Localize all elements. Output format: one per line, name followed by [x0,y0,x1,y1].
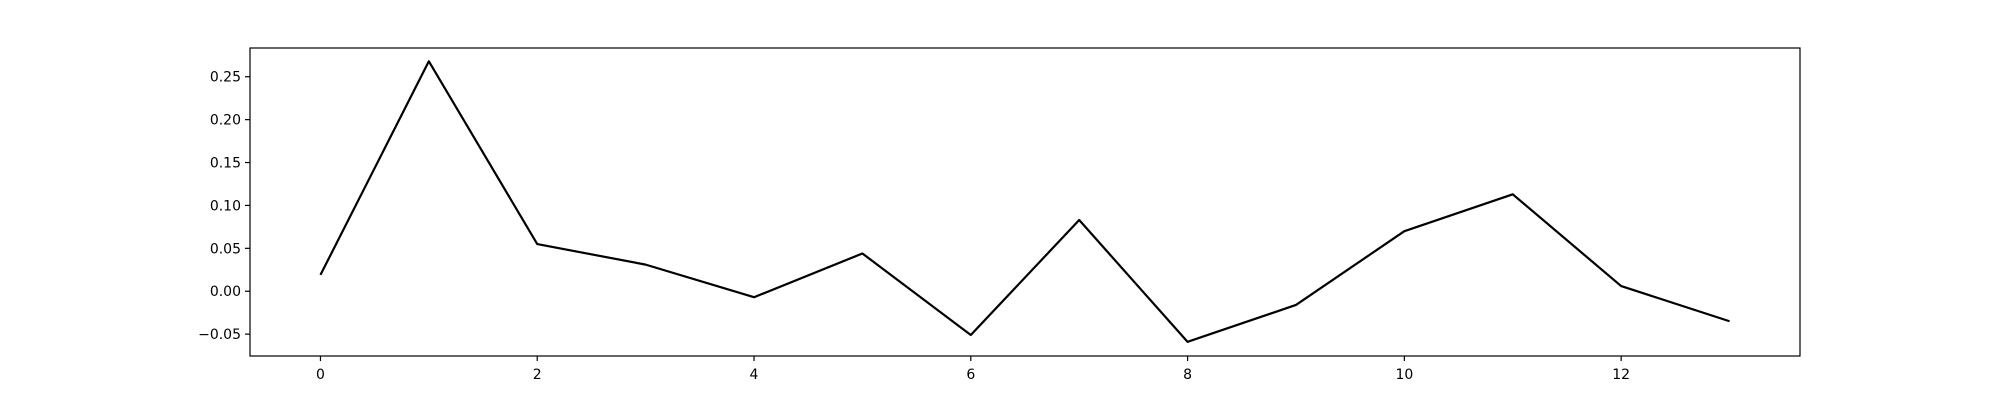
y-tick-label: 0.10 [210,198,241,214]
x-tick-label: 8 [1183,367,1192,383]
data-point [860,251,864,255]
data-point [1619,284,1623,288]
series-layer [318,59,1732,344]
data-point [969,333,973,337]
data-point [535,242,539,246]
y-axis-ticks: −0.05 0.00 0.05 0.10 0.15 0.20 0.25 [198,70,250,343]
axes-frame [249,47,1801,357]
x-tick-label: 0 [316,367,325,383]
y-tick-label: 0.25 [210,70,241,86]
x-tick-label: 2 [533,367,542,383]
data-point [1728,319,1732,323]
data-point [1077,218,1081,222]
data-point [1294,303,1298,307]
x-tick-label: 4 [750,367,759,383]
data-point [1402,229,1406,233]
y-tick-label: 0.15 [210,156,241,172]
data-point [1186,340,1190,344]
y-tick-label: 0.05 [210,241,241,257]
x-tick-label: 6 [966,367,975,383]
data-point [752,295,756,299]
data-point [427,59,431,63]
data-point [1511,192,1515,196]
series-line [319,60,1730,343]
y-tick-label: 0.20 [210,113,241,129]
y-tick-label: −0.05 [198,327,241,343]
y-tick-label: 0.00 [210,284,241,300]
data-point [318,273,322,277]
data-point [644,263,648,267]
x-tick-label: 12 [1612,367,1630,383]
x-axis-ticks: 0 2 4 6 8 10 12 [316,356,1630,383]
x-tick-label: 10 [1395,367,1413,383]
